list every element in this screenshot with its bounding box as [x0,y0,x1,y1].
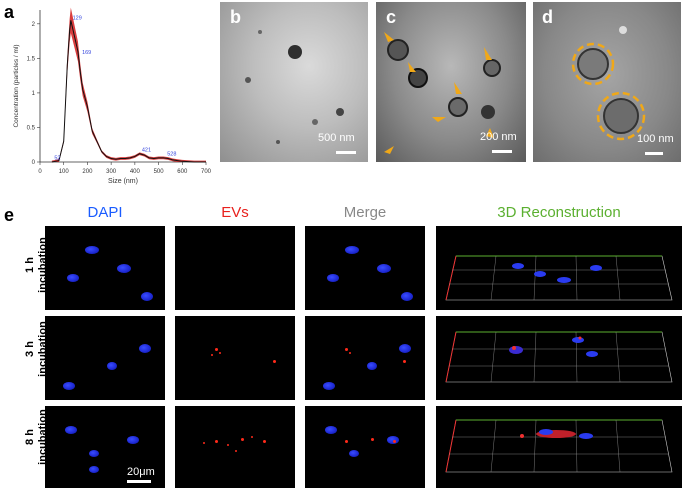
nucleus [85,246,99,254]
column-header-evs: EVs [221,204,249,221]
ev-signal [203,442,205,444]
ev-signal [251,436,253,438]
nucleus [141,292,153,301]
x-tick-label: 500 [154,169,165,175]
x-tick-label: 700 [201,169,212,175]
image-evs-1h [175,226,295,310]
x-tick-label: 200 [82,169,93,175]
nta-size-distribution-chart: 0 100 200 300 400 500 600 700 0 0.5 1 1.5 2 Size (nm)… [13,7,212,185]
nucleus [367,362,377,370]
ev-signal [345,348,348,351]
image-3d-8h [436,406,682,488]
scale-bar-d [645,152,663,155]
y-tick-label: 0.5 [27,125,36,131]
panel-letter-d: d [542,7,553,27]
nucleus [117,264,131,273]
image-3d-1h [436,226,682,310]
panel-letter-a: a [4,2,15,22]
nucleus [139,344,151,353]
image-dapi-8h: 20μm [45,406,165,488]
nucleus [89,450,99,457]
image-merge-3h [305,316,425,400]
scale-label-c: 200 nm [480,131,517,143]
nucleus [65,426,77,434]
nucleus [89,466,99,473]
column-header-merge: Merge [343,204,387,221]
panel-letter-e: e [4,205,15,225]
ev-signal [241,438,244,441]
tem-image-c: 200 nm [376,2,526,162]
nucleus [349,450,359,457]
image-dapi-3h [45,316,165,400]
nucleus [399,344,411,353]
ev-signal [273,360,276,363]
scale-label-d: 100 nm [637,133,674,145]
y-tick-label: 0 [32,160,36,166]
y-axis-label: Concentration (particles / ml) [13,44,20,127]
peak-annotation: 52 [54,156,60,162]
panel-letter-c: c [386,7,397,27]
nucleus [327,274,339,282]
image-evs-3h [175,316,295,400]
peak-annotation: 129 [73,15,82,21]
image-merge-1h [305,226,425,310]
ev-signal [371,438,374,441]
x-tick-label: 100 [59,169,70,175]
ev-signal [219,352,221,354]
nucleus [67,274,79,282]
ev-signal [403,360,406,363]
image-merge-8h [305,406,425,488]
nucleus [107,362,117,370]
scale-bar-c [492,150,512,153]
ev-signal [215,440,218,443]
ev-signal [349,352,351,354]
ev-signal [235,450,237,452]
tem-image-b: 500 nm [220,2,368,162]
nucleus [345,246,359,254]
image-3d-3h [436,316,682,400]
tem-image-d: 100 nm [533,2,681,162]
ev-signal [393,440,396,443]
ev-signal [215,348,218,351]
x-tick-label: 400 [130,169,141,175]
mean-line [51,20,206,163]
peak-annotation: 169 [82,50,91,56]
x-axis-label: Size (nm) [108,178,138,185]
nucleus [325,426,337,434]
nucleus [401,292,413,301]
scale-label-e: 20μm [127,466,155,478]
peak-annotation: 528 [167,151,176,157]
ev-signal [345,440,348,443]
scale-label-b: 500 nm [318,132,355,144]
image-dapi-1h [45,226,165,310]
y-tick-label: 2 [32,22,36,28]
panel-letter-b: b [230,7,241,27]
x-tick-label: 0 [38,169,42,175]
column-header-3d-reconstruction: 3D Reconstruction [497,204,621,221]
image-evs-8h [175,406,295,488]
y-tick-label: 1 [32,91,36,97]
x-tick-label: 300 [106,169,117,175]
ev-signal [211,354,213,356]
nucleus [63,382,75,390]
x-tick-label: 600 [177,169,188,175]
scale-bar-e [127,480,151,483]
ev-signal [227,444,229,446]
ev-signal [263,440,266,443]
column-header-dapi: DAPI [87,204,123,221]
nucleus [323,382,335,390]
nucleus [127,436,139,444]
scale-bar-b [336,151,356,154]
nucleus [377,264,391,273]
peak-annotation: 421 [142,147,151,153]
error-band [51,7,206,162]
y-tick-label: 1.5 [27,56,36,62]
